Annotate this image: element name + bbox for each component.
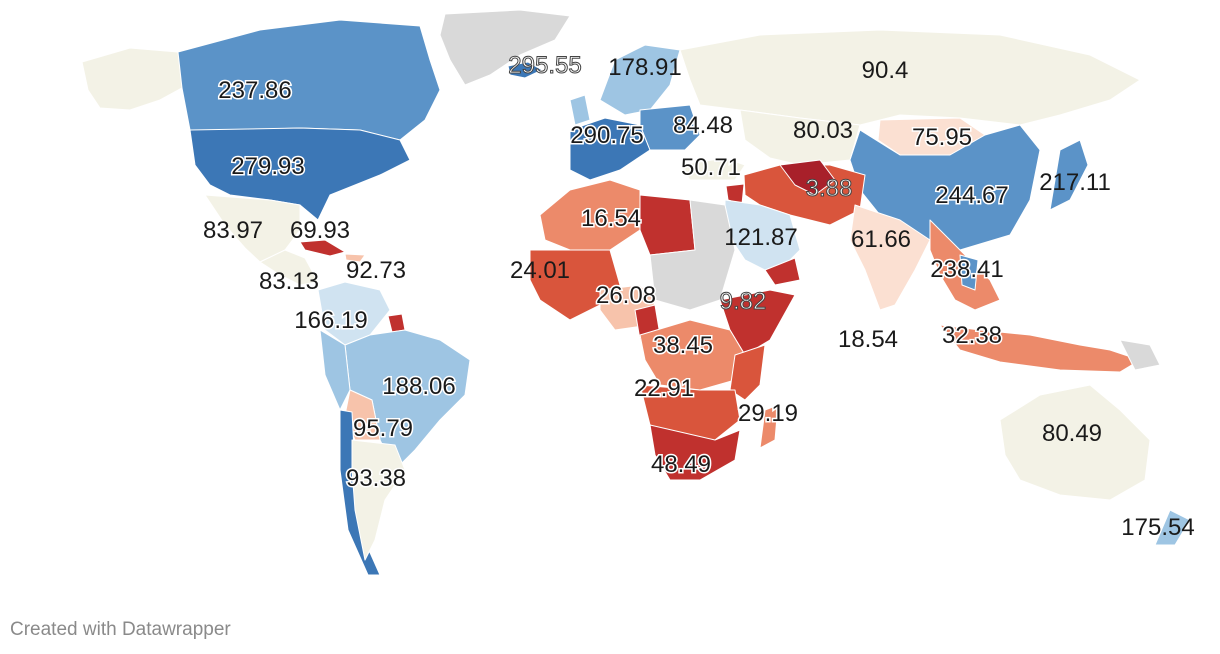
region-iceland [507, 61, 543, 79]
value-label-central-asia: 80.03 [793, 117, 853, 144]
region-uk [569, 94, 591, 126]
region-libya [639, 194, 696, 256]
region-india [849, 204, 931, 311]
value-label-somalia: 9.82 [720, 288, 767, 315]
region-peru [319, 329, 351, 411]
region-chile [339, 409, 381, 576]
value-label-indonesia: 32.38 [942, 322, 1002, 349]
value-label-japan: 217.11 [1039, 169, 1111, 196]
value-label-colombia: 166.19 [294, 307, 367, 334]
region-vietnam [959, 254, 979, 291]
value-label-west-africa: 24.01 [510, 257, 570, 284]
value-label-greenland: 295.55 [508, 52, 581, 79]
region-guyana [387, 313, 406, 333]
value-label-argentina: 93.38 [346, 465, 406, 492]
value-label-australia: 80.49 [1042, 420, 1102, 447]
region-colombia [317, 281, 391, 346]
region-alaska [81, 47, 183, 111]
value-label-central-america: 83.13 [259, 268, 319, 295]
region-southern-africa [649, 424, 741, 481]
region-turkey [679, 157, 746, 181]
region-madagascar [759, 404, 779, 449]
region-australia [999, 384, 1151, 501]
region-canada [177, 19, 441, 141]
value-label-scandinavia: 178.91 [608, 54, 681, 81]
value-label-turkey: 50.71 [681, 154, 741, 181]
value-label-usa: 279.93 [231, 153, 304, 180]
value-label-bolivia: 95.79 [353, 415, 413, 442]
value-label-central-europe: 84.48 [673, 112, 733, 139]
value-label-canada: 237.86 [218, 77, 291, 104]
value-label-western-europe: 290.75 [570, 122, 643, 149]
region-japan [1049, 139, 1089, 211]
region-afghanistan [779, 159, 836, 196]
world-choropleth-map: 237.86 279.93 295.55 178.91 90.4 290.75 84.48 8… [81, 9, 1195, 576]
region-central-europe [639, 104, 701, 151]
value-label-afghanistan: 3.88 [806, 175, 853, 202]
value-label-congo: 38.45 [653, 332, 713, 359]
region-western-europe [569, 117, 651, 181]
value-label-mexico: 83.97 [203, 217, 263, 244]
value-label-libya: 16.54 [581, 205, 641, 232]
value-label-saudi-arabia: 121.87 [724, 224, 797, 251]
region-caribbean [344, 253, 366, 263]
region-greenland [439, 9, 571, 86]
value-label-mongolia: 75.95 [912, 124, 972, 151]
value-labels: 237.86 279.93 295.55 178.91 90.4 290.75 84.48 8… [203, 52, 1195, 542]
region-yemen [764, 257, 801, 286]
region-usa [189, 127, 411, 221]
region-northeast-africa [649, 199, 736, 311]
value-label-southeast-asia: 238.41 [930, 256, 1003, 283]
region-central-america [259, 249, 319, 286]
region-scandinavia [599, 44, 681, 116]
value-label-madagascar: 29.19 [738, 400, 798, 427]
region-argentina [351, 439, 406, 561]
region-new-zealand [1154, 509, 1191, 546]
value-label-caribbean: 92.73 [346, 257, 406, 284]
datawrapper-credit[interactable]: Created with Datawrapper [10, 619, 231, 640]
value-label-nigeria: 26.08 [596, 282, 656, 309]
value-label-indian-ocean: 18.54 [838, 326, 898, 353]
value-label-russia: 90.4 [862, 57, 909, 84]
region-central-asia [739, 109, 861, 166]
value-label-south-africa: 48.49 [651, 451, 711, 478]
value-label-angola: 22.91 [634, 375, 694, 402]
region-cuba [299, 239, 346, 257]
value-label-cuba: 69.93 [290, 217, 350, 244]
value-label-brazil: 188.06 [382, 373, 455, 400]
value-label-new-zealand: 175.54 [1121, 514, 1194, 541]
region-papua [1119, 339, 1161, 371]
value-label-china: 244.67 [935, 182, 1008, 209]
region-east-africa [729, 344, 766, 401]
value-label-india: 61.66 [851, 226, 911, 253]
